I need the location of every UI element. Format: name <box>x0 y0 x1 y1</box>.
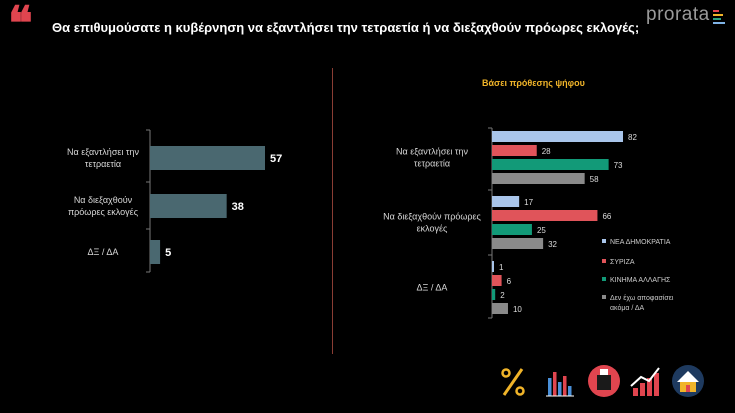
bar <box>492 303 508 314</box>
category-label: Να εξαντλήσει την <box>396 147 468 157</box>
bar <box>150 240 161 264</box>
percent-icon <box>501 368 525 396</box>
category-label: Να διεξαχθούν πρόωρες <box>383 212 481 222</box>
bar <box>492 196 520 207</box>
data-label: 38 <box>232 201 244 213</box>
data-label: 17 <box>524 198 533 207</box>
quote-mark: ❝ <box>8 0 33 50</box>
category-label: Να εξαντλήσει την <box>67 147 139 157</box>
bar <box>492 173 585 184</box>
legend-label: ΣΥΡΙΖΑ <box>610 259 635 266</box>
bar <box>492 210 598 221</box>
data-label: 58 <box>590 175 599 184</box>
data-label: 82 <box>628 133 637 142</box>
data-label: 32 <box>548 240 557 249</box>
legend-swatch <box>602 239 606 243</box>
bar <box>492 261 494 272</box>
data-label: 2 <box>500 291 505 300</box>
brand-bars-icon <box>713 9 725 24</box>
category-label: εκλογές <box>417 224 448 234</box>
data-label: 66 <box>602 212 611 221</box>
bar <box>492 159 609 170</box>
bar <box>150 194 227 218</box>
data-label: 28 <box>542 147 551 156</box>
data-label: 10 <box>513 305 522 314</box>
legend-label: Δεν έχω αποφασίσει <box>610 294 674 302</box>
house-icon <box>672 365 704 397</box>
brand-logo: prorata <box>646 4 710 25</box>
bar <box>492 145 537 156</box>
category-label: τετραετία <box>414 159 450 169</box>
bar <box>492 289 496 300</box>
legend-label: ΝΕΑ ΔΗΜΟΚΡΑΤΙΑ <box>610 239 671 246</box>
data-label: 6 <box>507 277 512 286</box>
legend-label: ΚΙΝΗΜΑ ΑΛΛΑΓΗΣ <box>610 277 671 284</box>
trend-up-icon <box>630 367 660 396</box>
right-chart-subtitle: Βάσει πρόθεσης ψήφου <box>482 78 585 88</box>
category-label: τετραετία <box>85 159 121 169</box>
ballot-box-icon <box>588 365 620 397</box>
data-label: 73 <box>614 161 623 170</box>
data-label: 57 <box>270 153 282 165</box>
legend-swatch <box>602 259 606 263</box>
page-title: Θα επιθυμούσατε η κυβέρνηση να εξαντλήσε… <box>52 20 640 35</box>
bar-chart-icon <box>546 372 574 397</box>
category-label: ΔΞ / ΔΑ <box>88 247 119 257</box>
data-label: 1 <box>499 263 504 272</box>
category-label: Να διεξαχθούν <box>74 195 133 205</box>
bar <box>492 275 502 286</box>
data-label: 5 <box>165 247 171 259</box>
legend-label: ακόμα / ΔΑ <box>610 304 645 312</box>
category-label: ΔΞ / ΔΑ <box>417 283 448 293</box>
bar <box>150 146 265 170</box>
bar <box>492 224 532 235</box>
bar <box>492 131 623 142</box>
category-label: πρόωρες εκλογές <box>68 207 139 217</box>
bar <box>492 238 544 249</box>
panel-divider <box>332 68 333 354</box>
legend-swatch <box>602 295 606 299</box>
data-label: 25 <box>537 226 546 235</box>
legend-swatch <box>602 277 606 281</box>
overall-chart: 57 Να εξαντλήσει την τετραετία 38 Να διεξαχθ… <box>67 129 282 273</box>
